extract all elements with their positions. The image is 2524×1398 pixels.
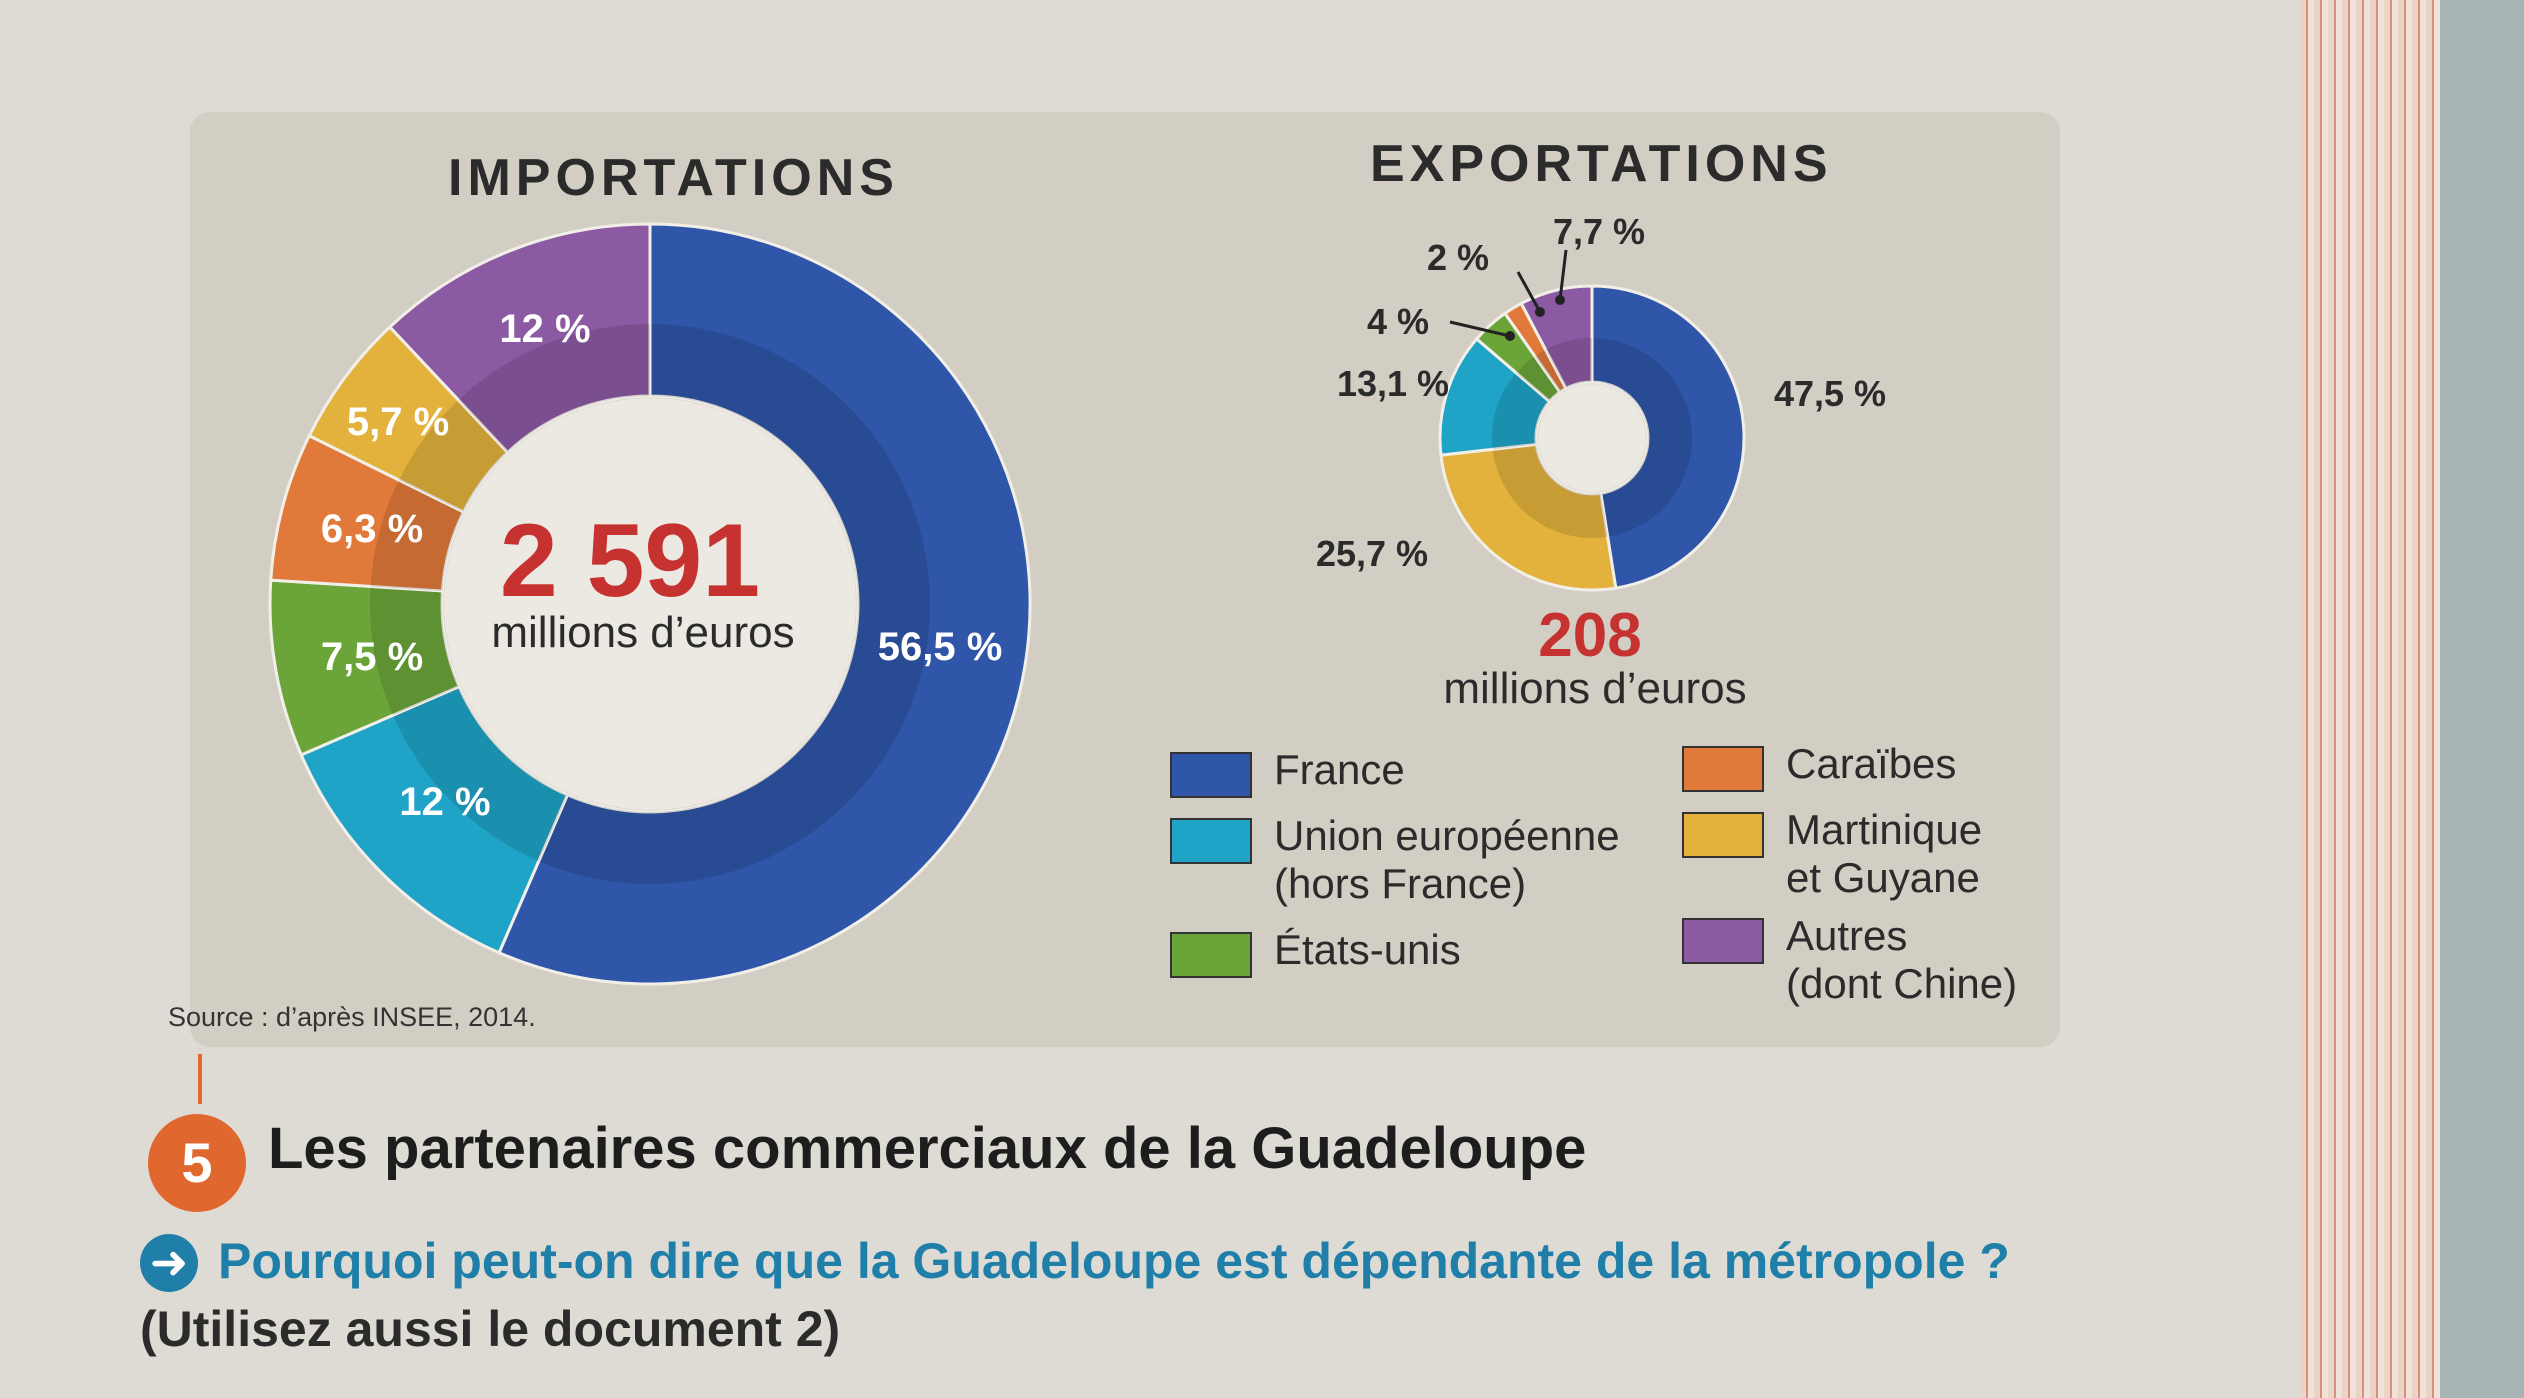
export-data-label-4: 2 % [1427, 237, 1489, 278]
export-slice-shade-0 [1592, 338, 1692, 537]
export-slice-1 [1439, 442, 1618, 592]
export-data-label-2: 13,1 % [1337, 363, 1449, 404]
export-leader-line-1 [1516, 271, 1542, 313]
legend-item-etats-unis: États-unis [1170, 926, 1461, 978]
export-slice-shade-1 [1492, 444, 1608, 538]
import-data-label-4: 5,7 % [347, 400, 449, 444]
legend-item-autres: Autres (dont Chine) [1682, 912, 2017, 1008]
export-data-label-3: 4 % [1367, 301, 1429, 342]
export-center-hole [1538, 384, 1646, 492]
legend-label: Union européenne (hors France) [1274, 812, 1620, 907]
import-slice-shade-0 [538, 324, 930, 884]
document-number-badge: 5 [148, 1114, 246, 1212]
document-title: Les partenaires commerciaux de la Guadel… [268, 1116, 1587, 1181]
import-chart-title: IMPORTATIONS [448, 149, 899, 207]
export-slice-shade-2 [1492, 372, 1550, 450]
legend-item-ue: Union européenne (hors France) [1170, 812, 1620, 908]
export-leader-line-2 [1558, 249, 1568, 301]
export-total-unit: millions d’euros [1443, 664, 1747, 713]
legend-item-martinique: Martinique et Guyane [1682, 806, 1982, 902]
import-slice-shade-1 [393, 686, 568, 861]
legend-swatch [1170, 752, 1252, 798]
legend-swatch [1682, 746, 1764, 792]
export-slice-shade-5 [1545, 338, 1592, 389]
legend-item-caraibes: Caraïbes [1682, 740, 1956, 792]
import-total-unit: millions d’euros [491, 608, 795, 657]
import-slice-shade-3 [370, 480, 464, 591]
export-leader-dot-0 [1505, 331, 1515, 341]
legend-label: Caraïbes [1786, 740, 1957, 787]
export-data-label-5: 7,7 % [1553, 211, 1645, 252]
export-total-value: 208 [1538, 601, 1642, 670]
legend-swatch [1682, 812, 1764, 858]
export-slice-shade-3 [1516, 356, 1560, 402]
export-leader-line-0 [1449, 320, 1511, 338]
question-text: Pourquoi peut-on dire que la Guadeloupe … [218, 1233, 2010, 1289]
legend-swatch [1682, 918, 1764, 964]
book-cover-edge [2440, 0, 2524, 1398]
export-slice-2 [1438, 336, 1552, 457]
export-slice-0 [1590, 284, 1746, 590]
export-leader-dot-2 [1555, 295, 1565, 305]
source-note: Source : d’après INSEE, 2014. [168, 1002, 536, 1032]
legend-label: Martinique et Guyane [1786, 806, 1983, 901]
import-slice-0 [497, 222, 1032, 986]
export-slice-shade-4 [1534, 349, 1566, 393]
import-data-label-2: 7,5 % [321, 635, 423, 679]
legend-label: États-unis [1274, 926, 1461, 973]
import-slice-shade-5 [458, 324, 650, 453]
export-chart-title: EXPORTATIONS [1370, 135, 1833, 193]
export-data-label-0: 47,5 % [1774, 373, 1886, 414]
import-data-label-1: 12 % [399, 780, 490, 824]
import-data-label-0: 56,5 % [878, 625, 1003, 669]
export-data-label-1: 25,7 % [1316, 533, 1428, 574]
import-total-value: 2 591 [499, 503, 761, 619]
import-slice-shade-2 [370, 586, 460, 716]
import-slice-shade-4 [398, 399, 508, 512]
import-center-hole [444, 398, 856, 810]
arrow-right-icon: ➜ [140, 1234, 198, 1292]
document-marker-line [198, 1054, 202, 1104]
legend-swatch [1170, 818, 1252, 864]
legend-label: Autres (dont Chine) [1786, 912, 2018, 1007]
legend-label: France [1274, 746, 1405, 793]
import-data-label-3: 6,3 % [321, 507, 423, 551]
legend-item-france: France [1170, 746, 1405, 798]
import-slice-5 [387, 222, 652, 455]
question-note: (Utilisez aussi le document 2) [140, 1301, 841, 1357]
legend-swatch [1170, 932, 1252, 978]
import-data-label-5: 12 % [499, 307, 590, 351]
export-leader-dot-1 [1535, 307, 1545, 317]
